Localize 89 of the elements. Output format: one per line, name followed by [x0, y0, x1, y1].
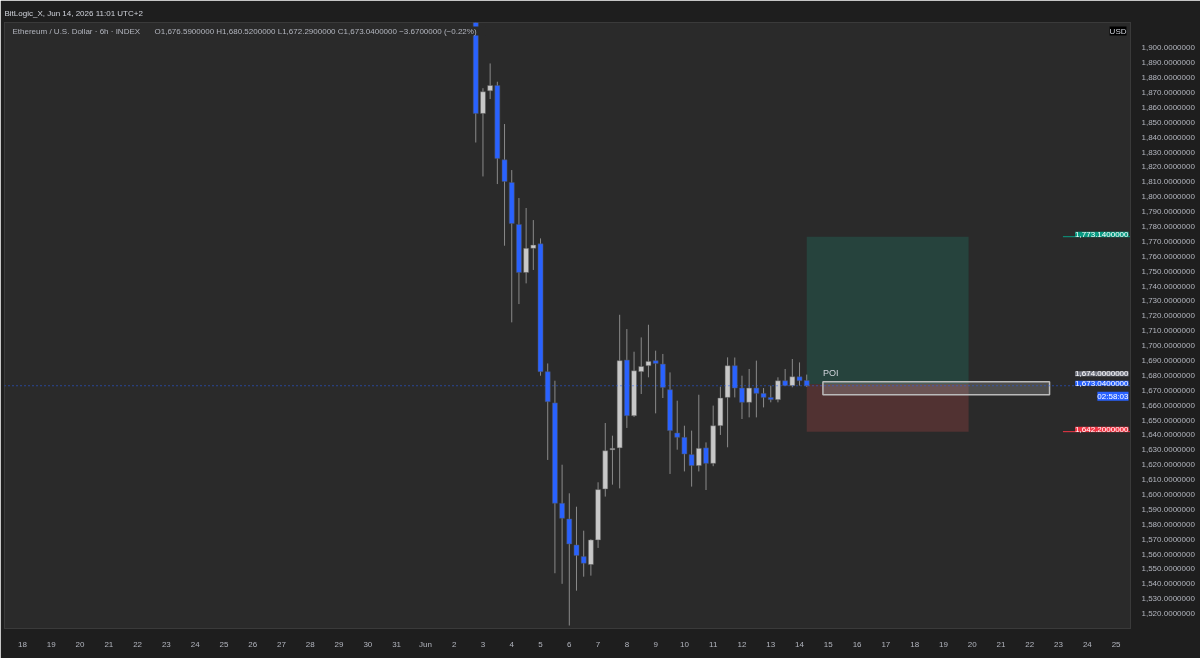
x-tick-label: 17	[881, 639, 891, 649]
x-tick-label: 6	[567, 639, 573, 649]
x-tick-label: 2	[451, 639, 457, 649]
x-tick-label: 25	[219, 639, 229, 649]
x-tick-label: 24	[190, 639, 201, 649]
y-tick-label: 1,540.0000000	[1141, 579, 1196, 589]
x-tick-label: 21	[104, 639, 114, 649]
y-tick-label: 1,650.0000000	[1141, 415, 1196, 425]
y-tick-label: 1,740.0000000	[1141, 281, 1196, 291]
x-tick-label: 31	[392, 639, 402, 649]
y-tick-label: 1,600.0000000	[1141, 490, 1196, 499]
y-tick-label: 1,690.0000000	[1141, 355, 1196, 365]
y-tick-label: 1,710.0000000	[1141, 326, 1196, 336]
x-tick-label: 27	[277, 639, 287, 649]
x-tick-label: 20	[967, 639, 978, 649]
y-tick-label: 1,860.0000000	[1141, 102, 1196, 112]
x-tick-label: 9	[653, 639, 659, 649]
x-tick-label: 23	[161, 639, 172, 649]
x-tick-label: 13	[766, 639, 776, 649]
y-tick-label: 1,840.0000000	[1141, 132, 1196, 142]
y-tick-label: 1,680.0000000	[1141, 370, 1196, 380]
y-tick-label: 1,720.0000000	[1141, 311, 1196, 321]
y-tick-label: 1,550.0000000	[1141, 564, 1196, 574]
x-tick-label: 8	[624, 639, 630, 649]
x-tick-label: 11	[709, 639, 718, 649]
y-tick-label: 1,790.0000000	[1141, 207, 1196, 217]
x-tick-label: 14	[795, 639, 805, 649]
text: Ethereum / U.S. Dollar · 6h · INDEX	[12, 26, 141, 36]
x-tick-label: 25	[1111, 639, 1122, 649]
x-tick-label: 15	[823, 639, 834, 649]
y-tick-label: 1,820.0000000	[1141, 162, 1196, 172]
y-axis-title: USD	[1109, 26, 1127, 36]
y-tick-label: 1,780.0000000	[1141, 221, 1196, 231]
y-tick-label: 1,590.0000000	[1141, 504, 1196, 514]
y-tick-label: 1,640.0000000	[1141, 430, 1196, 440]
ref-line-label: 1,673.0400000 02:58:03	[1075, 378, 1130, 401]
y-tick-label: 1,800.0000000	[1141, 192, 1196, 202]
y-tick-label: 1,620.0000000	[1141, 460, 1196, 470]
text: O1,676.5900000 H1,680.5200000 L1,672.2900000 C1,673.0400000 −3.6700000 (−0.22%)	[154, 26, 477, 36]
x-tick-label: 24	[1082, 639, 1093, 649]
y-tick-label: 1,750.0000000	[1141, 266, 1196, 276]
y-tick-label: 1,880.0000000	[1141, 73, 1196, 83]
y-tick-label: 1,700.0000000	[1141, 341, 1196, 351]
x-tick-label: 20	[75, 639, 86, 649]
x-tick-label: 19	[46, 639, 57, 649]
y-tick-label: 1,870.0000000	[1141, 87, 1196, 97]
x-tick-label: 21	[996, 639, 1006, 649]
y-tick-label: 1,630.0000000	[1141, 445, 1196, 455]
x-tick-label: 22	[133, 639, 143, 649]
y-tick-label: 1,530.0000000	[1141, 594, 1196, 604]
x-tick-label: 16	[852, 639, 863, 649]
y-tick-label: 1,900.0000000	[1141, 43, 1196, 53]
x-tick-label: 26	[248, 639, 258, 649]
y-tick-label: 1,830.0000000	[1141, 147, 1196, 157]
x-tick-label: 10	[679, 639, 690, 649]
x-tick-label: 23	[1054, 639, 1064, 649]
x-tick-label: 29	[334, 639, 345, 649]
ref-line-label: 1,642.2000000	[1075, 424, 1130, 434]
y-tick-label: 1,560.0000000	[1141, 549, 1196, 559]
x-tick-label: 28	[305, 639, 316, 649]
y-tick-label: 1,520.0000000	[1141, 609, 1196, 619]
y-tick-label: 1,570.0000000	[1141, 534, 1196, 544]
ref-line-label: 1,773.1400000	[1075, 229, 1130, 239]
x-tick-label: 30	[363, 639, 373, 649]
annotation: 1,674.0000000	[1075, 369, 1130, 379]
y-tick-label: 1,770.0000000	[1141, 236, 1196, 246]
y-tick-label: 1,760.0000000	[1141, 251, 1196, 261]
text: BitLogic_X, Jun 14, 2026 11:01 UTC+2	[4, 8, 144, 18]
x-tick-label: 3	[480, 639, 486, 649]
y-tick-label: 1,850.0000000	[1141, 117, 1196, 127]
x-tick-label: Jun	[418, 639, 432, 649]
x-tick-label: 7	[595, 639, 601, 649]
candlestick	[573, 506, 580, 592]
y-tick-label: 1,890.0000000	[1141, 58, 1196, 68]
x-tick-label: 18	[18, 639, 28, 649]
x-tick-label: 5	[538, 639, 544, 649]
x-tick-label: 18	[910, 639, 920, 649]
y-tick-label: 1,670.0000000	[1141, 385, 1196, 395]
x-tick-label: 12	[737, 639, 747, 649]
y-tick-label: 1,580.0000000	[1141, 519, 1196, 529]
band-label: POI	[822, 367, 839, 378]
x-tick-label: 22	[1025, 639, 1035, 649]
x-tick-label: 19	[938, 639, 949, 649]
y-tick-label: 1,810.0000000	[1141, 177, 1196, 187]
y-tick-label: 1,730.0000000	[1141, 296, 1196, 306]
candlestick	[501, 123, 508, 247]
x-tick-label: 4	[509, 639, 515, 649]
y-tick-label: 1,660.0000000	[1141, 400, 1196, 410]
y-tick-label: 1,610.0000000	[1141, 475, 1196, 485]
